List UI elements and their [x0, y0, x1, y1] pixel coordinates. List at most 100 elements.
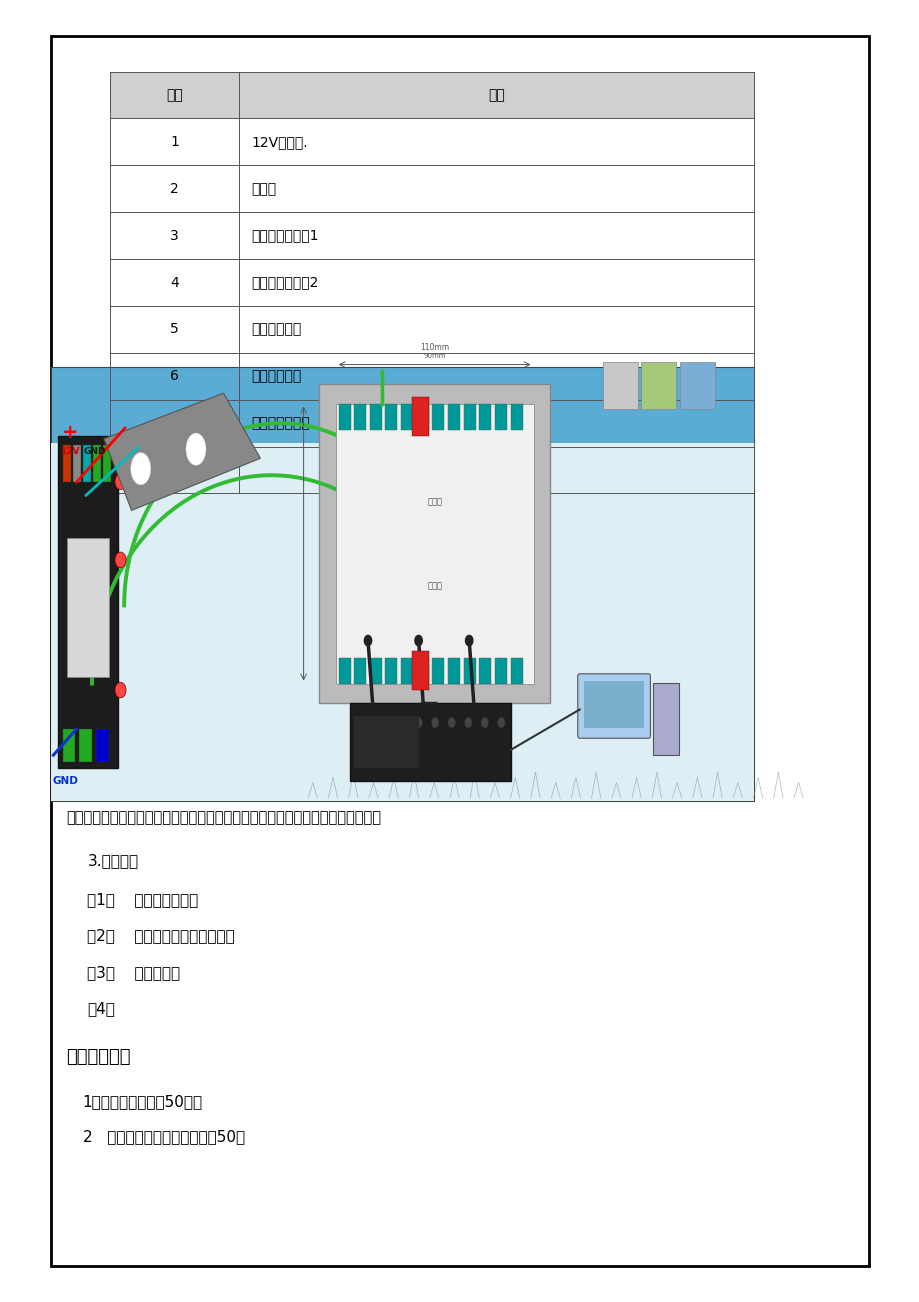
- Text: 12V电源正.: 12V电源正.: [251, 135, 308, 148]
- Bar: [319, 384, 550, 703]
- Bar: [62, 729, 75, 762]
- Bar: [510, 658, 522, 684]
- FancyBboxPatch shape: [577, 674, 650, 738]
- Bar: [335, 404, 533, 684]
- Text: 常闭信号输出: 常闭信号输出: [251, 370, 301, 383]
- Bar: [73, 445, 81, 482]
- Bar: [479, 404, 491, 430]
- Bar: [110, 212, 754, 259]
- Text: 调度模: 调度模: [426, 497, 442, 506]
- Bar: [463, 404, 475, 430]
- Text: 12V: 12V: [60, 448, 80, 456]
- Text: 2: 2: [170, 182, 179, 195]
- Text: （4）: （4）: [87, 1001, 115, 1017]
- Text: ————: ————: [251, 464, 306, 477]
- Text: 2   水洸控制器的连接和使用得50分: 2 水洸控制器的连接和使用得50分: [83, 1129, 244, 1144]
- Text: 检测器探头接线2: 检测器探头接线2: [251, 276, 318, 289]
- Text: 三、评分标准: 三、评分标准: [66, 1048, 130, 1066]
- Bar: [354, 716, 418, 768]
- Bar: [110, 118, 754, 165]
- Text: 引脚: 引脚: [166, 89, 183, 102]
- Bar: [51, 36, 868, 1266]
- Bar: [401, 404, 413, 430]
- Text: 1门磁连接和使用得50分。: 1门磁连接和使用得50分。: [83, 1094, 203, 1109]
- Circle shape: [464, 717, 471, 728]
- Bar: [110, 259, 754, 306]
- Text: 8: 8: [170, 464, 179, 477]
- Bar: [110, 353, 754, 400]
- Text: （1）    门磁连接和使用: （1） 门磁连接和使用: [87, 892, 199, 907]
- Bar: [510, 404, 522, 430]
- Text: 电源地: 电源地: [251, 182, 276, 195]
- Bar: [51, 367, 754, 801]
- Bar: [679, 362, 714, 409]
- Bar: [494, 658, 506, 684]
- Text: 常开信号输出: 常开信号输出: [251, 323, 301, 336]
- Bar: [584, 681, 643, 728]
- Bar: [93, 445, 101, 482]
- Bar: [369, 658, 381, 684]
- Bar: [385, 658, 397, 684]
- Bar: [448, 404, 460, 430]
- Text: 检测器探头接线1: 检测器探头接线1: [251, 229, 318, 242]
- Bar: [479, 658, 491, 684]
- Bar: [62, 445, 71, 482]
- Ellipse shape: [186, 432, 206, 465]
- Circle shape: [481, 717, 488, 728]
- Text: 信号输出公共点: 信号输出公共点: [251, 417, 310, 430]
- Bar: [103, 445, 111, 482]
- Circle shape: [497, 717, 505, 728]
- Bar: [338, 404, 350, 430]
- Bar: [67, 538, 108, 677]
- Text: （3）    用例的优点: （3） 用例的优点: [87, 965, 180, 980]
- Bar: [51, 443, 754, 801]
- Bar: [463, 658, 475, 684]
- Bar: [385, 404, 397, 430]
- Text: 3.实训思考: 3.实训思考: [87, 853, 139, 868]
- Bar: [58, 436, 118, 768]
- Text: 90mm: 90mm: [423, 353, 446, 359]
- Bar: [416, 658, 428, 684]
- Bar: [412, 397, 428, 436]
- Bar: [79, 729, 92, 762]
- Circle shape: [364, 635, 371, 646]
- Text: 3: 3: [170, 229, 179, 242]
- Bar: [338, 658, 350, 684]
- Bar: [416, 404, 428, 430]
- Bar: [349, 703, 510, 781]
- Bar: [354, 404, 366, 430]
- Text: GND: GND: [84, 448, 106, 456]
- Bar: [110, 447, 754, 493]
- Text: +: +: [62, 423, 78, 441]
- Circle shape: [431, 717, 438, 728]
- Bar: [652, 684, 678, 755]
- Bar: [110, 306, 754, 353]
- Text: 5: 5: [170, 323, 179, 336]
- Text: 1: 1: [170, 135, 179, 148]
- Bar: [401, 658, 413, 684]
- Bar: [432, 658, 444, 684]
- Text: 7: 7: [170, 417, 179, 430]
- Bar: [110, 165, 754, 212]
- Text: 6: 6: [170, 370, 179, 383]
- Circle shape: [414, 717, 422, 728]
- Circle shape: [448, 717, 455, 728]
- Ellipse shape: [130, 453, 151, 486]
- Circle shape: [115, 552, 126, 568]
- Bar: [96, 729, 108, 762]
- Bar: [110, 72, 754, 118]
- Bar: [641, 362, 675, 409]
- Text: 控制板: 控制板: [426, 581, 442, 590]
- Bar: [432, 404, 444, 430]
- Bar: [83, 445, 91, 482]
- Bar: [448, 658, 460, 684]
- Polygon shape: [104, 393, 260, 510]
- Text: 当水洸探头洸入水中时，水洸控制器会控制继电器给智能终端发送一定的返回値。: 当水洸探头洸入水中时，水洸控制器会控制继电器给智能终端发送一定的返回値。: [66, 810, 380, 825]
- Bar: [412, 651, 428, 690]
- Text: 描述: 描述: [488, 89, 505, 102]
- Text: 110mm: 110mm: [420, 342, 448, 352]
- Bar: [369, 404, 381, 430]
- Bar: [110, 400, 754, 447]
- Circle shape: [115, 474, 126, 490]
- Text: 4: 4: [170, 276, 179, 289]
